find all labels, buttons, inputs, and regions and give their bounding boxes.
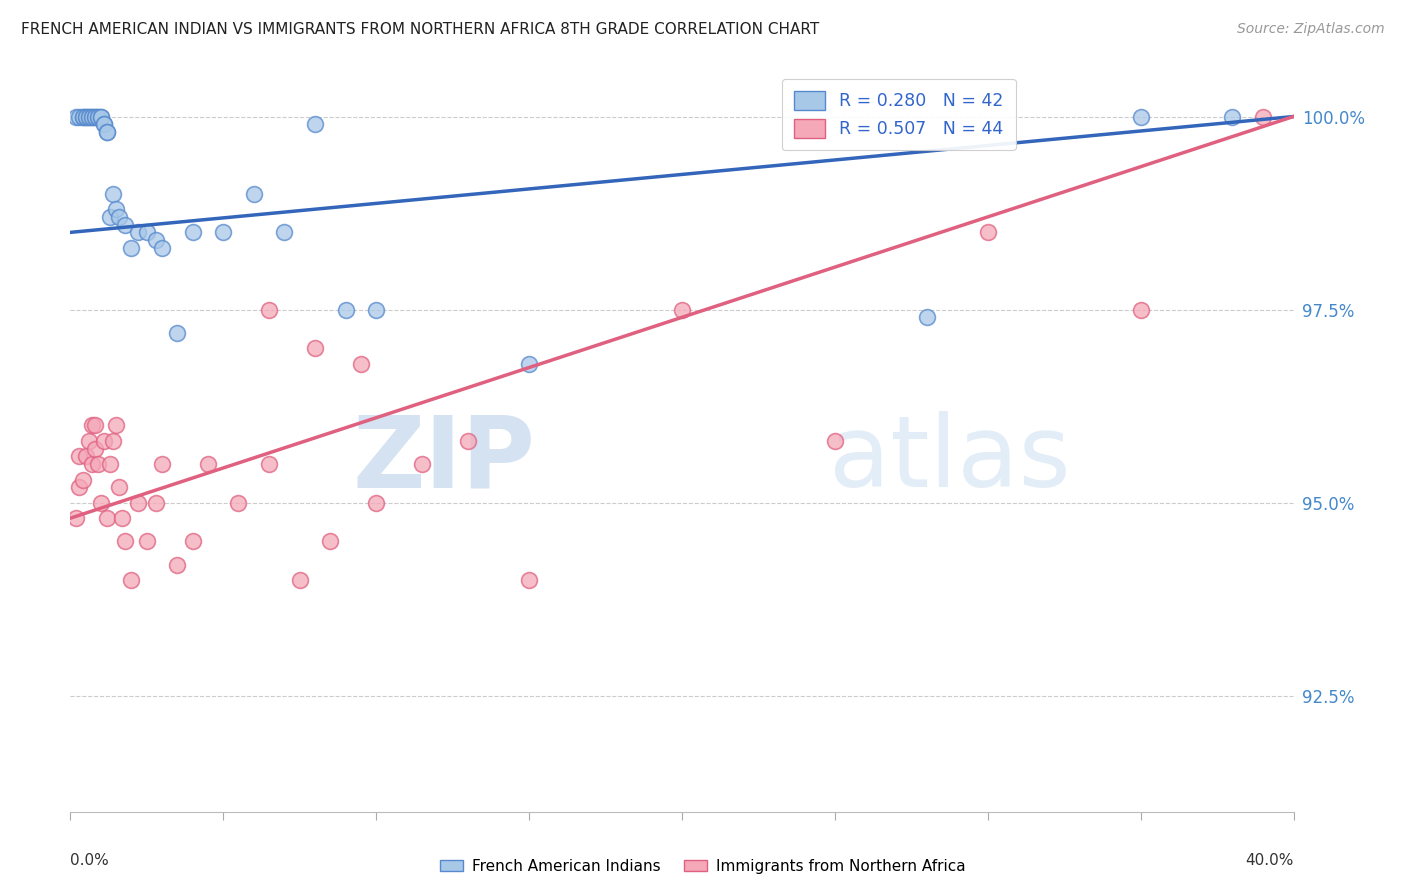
Point: [366, 302, 388, 317]
Point: [108, 210, 131, 224]
Point: [96, 511, 118, 525]
Point: [243, 186, 266, 201]
Point: [72, 473, 94, 487]
Point: [127, 226, 149, 240]
Point: [93, 117, 115, 131]
Point: [93, 434, 115, 448]
Text: FRENCH AMERICAN INDIAN VS IMMIGRANTS FROM NORTHERN AFRICA 8TH GRADE CORRELATION : FRENCH AMERICAN INDIAN VS IMMIGRANTS FRO…: [21, 22, 820, 37]
Point: [80, 110, 103, 124]
Point: [108, 480, 131, 494]
Point: [105, 202, 128, 217]
Point: [80, 110, 103, 124]
Point: [197, 457, 219, 471]
Point: [976, 226, 998, 240]
Point: [212, 226, 235, 240]
Point: [150, 241, 173, 255]
Text: atlas: atlas: [828, 411, 1070, 508]
Point: [257, 457, 280, 471]
Legend: French American Indians, Immigrants from Northern Africa: French American Indians, Immigrants from…: [434, 853, 972, 880]
Point: [121, 573, 143, 587]
Point: [114, 534, 136, 549]
Point: [80, 457, 103, 471]
Point: [671, 302, 693, 317]
Point: [83, 110, 105, 124]
Point: [77, 110, 100, 124]
Point: [121, 241, 143, 255]
Point: [288, 573, 311, 587]
Point: [135, 534, 157, 549]
Point: [101, 434, 124, 448]
Point: [304, 341, 326, 355]
Point: [90, 110, 112, 124]
Point: [1129, 110, 1152, 124]
Text: Source: ZipAtlas.com: Source: ZipAtlas.com: [1237, 22, 1385, 37]
Point: [65, 511, 87, 525]
Text: 40.0%: 40.0%: [1246, 853, 1294, 868]
Point: [273, 226, 295, 240]
Point: [257, 302, 280, 317]
Point: [350, 357, 373, 371]
Point: [1129, 302, 1152, 317]
Point: [304, 117, 326, 131]
Point: [75, 450, 97, 464]
Point: [75, 110, 97, 124]
Point: [114, 218, 136, 232]
Point: [72, 110, 94, 124]
Point: [77, 434, 100, 448]
Point: [111, 511, 134, 525]
Point: [319, 534, 342, 549]
Point: [96, 125, 118, 139]
Point: [96, 125, 118, 139]
Point: [83, 418, 105, 433]
Point: [93, 117, 115, 131]
Point: [411, 457, 433, 471]
Point: [457, 434, 479, 448]
Point: [77, 110, 100, 124]
Point: [150, 457, 173, 471]
Point: [69, 450, 91, 464]
Point: [98, 210, 121, 224]
Point: [166, 326, 188, 340]
Point: [72, 110, 94, 124]
Point: [83, 110, 105, 124]
Text: ZIP: ZIP: [353, 411, 536, 508]
Point: [228, 496, 250, 510]
Point: [90, 496, 112, 510]
Legend: R = 0.280   N = 42, R = 0.507   N = 44: R = 0.280 N = 42, R = 0.507 N = 44: [782, 78, 1015, 150]
Point: [87, 457, 110, 471]
Point: [145, 496, 167, 510]
Point: [517, 573, 540, 587]
Point: [75, 110, 97, 124]
Point: [98, 457, 121, 471]
Point: [69, 110, 91, 124]
Point: [90, 110, 112, 124]
Point: [135, 226, 157, 240]
Point: [127, 496, 149, 510]
Point: [166, 558, 188, 572]
Text: 0.0%: 0.0%: [70, 853, 110, 868]
Point: [335, 302, 357, 317]
Point: [181, 534, 204, 549]
Point: [1220, 110, 1243, 124]
Point: [69, 480, 91, 494]
Point: [1251, 110, 1274, 124]
Point: [517, 357, 540, 371]
Point: [65, 110, 87, 124]
Point: [105, 418, 128, 433]
Point: [181, 226, 204, 240]
Point: [101, 186, 124, 201]
Point: [915, 310, 938, 325]
Point: [87, 110, 110, 124]
Point: [83, 442, 105, 456]
Point: [824, 434, 846, 448]
Point: [366, 496, 388, 510]
Point: [145, 233, 167, 247]
Point: [80, 418, 103, 433]
Point: [87, 110, 110, 124]
